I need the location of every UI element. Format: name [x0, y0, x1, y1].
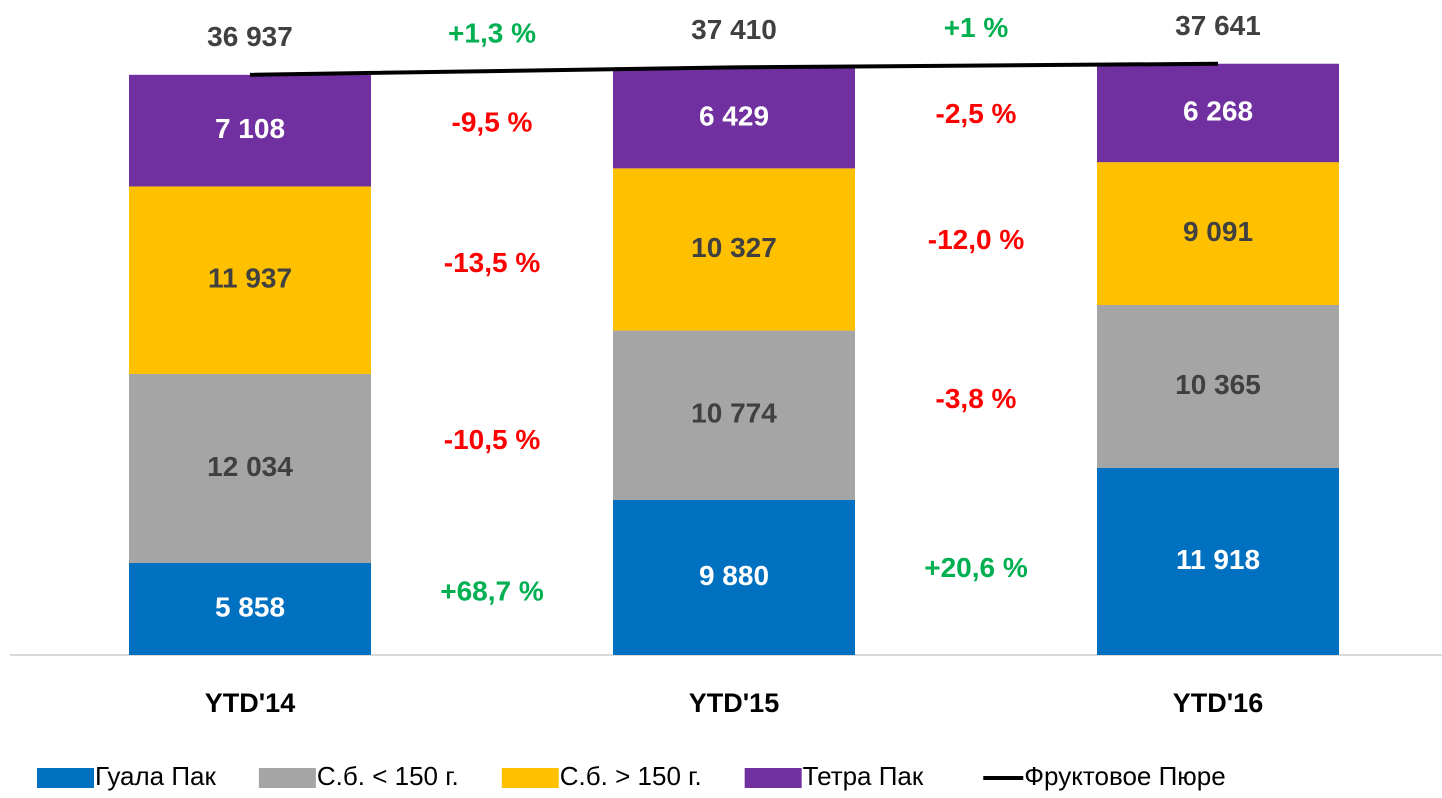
- x-tick-label: YTD'15: [689, 688, 779, 718]
- bar-segment: [613, 67, 855, 169]
- change-label: -12,0 %: [928, 224, 1025, 255]
- legend-label: Гуала Пак: [95, 761, 217, 791]
- data-label: 10 327: [691, 232, 777, 263]
- bar-segment: [1097, 162, 1339, 305]
- change-label: -10,5 %: [444, 424, 541, 455]
- legend-label: Фруктовое Пюре: [1024, 761, 1225, 791]
- data-label: 36 937: [207, 21, 293, 52]
- data-label: 37 641: [1175, 10, 1261, 41]
- bar-segment: [129, 74, 371, 187]
- data-label: 6 268: [1183, 95, 1253, 126]
- change-label: -9,5 %: [452, 107, 533, 138]
- legend-swatch: [37, 768, 94, 788]
- data-label: 11 918: [1176, 544, 1260, 575]
- data-label: 9 880: [699, 560, 769, 591]
- bar-segment: [613, 330, 855, 500]
- bar-segment: [129, 373, 371, 563]
- legend-swatch: [258, 768, 316, 788]
- bar-segment: [1097, 467, 1339, 655]
- data-label: 9 091: [1183, 216, 1253, 247]
- bar-segment: [613, 168, 855, 331]
- change-label: -13,5 %: [444, 247, 541, 278]
- change-label: +1 %: [944, 12, 1009, 43]
- legend-label: С.б. < 150 г.: [317, 761, 459, 791]
- legend-swatch: [744, 768, 802, 788]
- bar-segment: [1097, 63, 1339, 163]
- change-label: -2,5 %: [936, 98, 1017, 129]
- data-label: 5 858: [215, 591, 285, 622]
- data-label: 37 410: [691, 14, 777, 45]
- legend-label: Тетра Пак: [803, 761, 924, 791]
- data-label: 12 034: [207, 451, 293, 482]
- legend-label: С.б. > 150 г.: [560, 761, 702, 791]
- bar-segment: [613, 499, 855, 655]
- data-label: 7 108: [215, 113, 285, 144]
- bar-segment: [129, 562, 371, 655]
- data-label: 6 429: [699, 100, 769, 131]
- change-label: +20,6 %: [924, 552, 1028, 583]
- legend-swatch: [501, 768, 559, 788]
- change-label: +68,7 %: [440, 576, 544, 607]
- x-tick-label: YTD'14: [205, 688, 295, 718]
- data-label: 10 774: [691, 398, 777, 429]
- x-tick-label: YTD'16: [1173, 688, 1263, 718]
- data-label: 10 365: [1175, 369, 1261, 400]
- bar-segment: [129, 186, 371, 374]
- change-label: +1,3 %: [448, 17, 536, 48]
- data-label: 11 937: [208, 263, 292, 294]
- line-series: [249, 61, 1219, 77]
- bar-segment: [1097, 304, 1339, 468]
- change-label: -3,8 %: [936, 383, 1017, 414]
